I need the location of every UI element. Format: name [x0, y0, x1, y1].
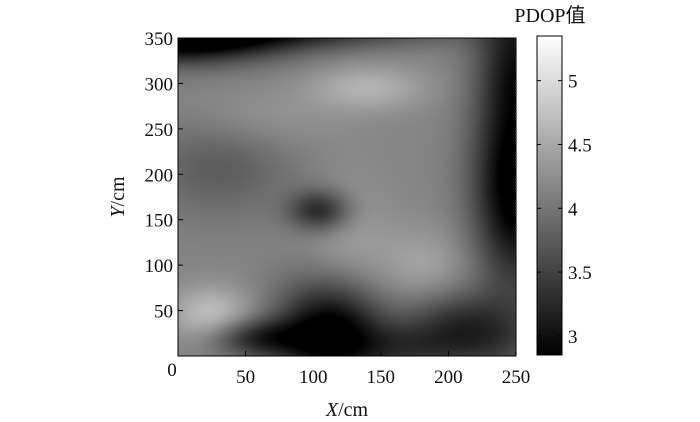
- y-tick-label: 200: [145, 165, 174, 186]
- y-axis-label: Y/cm: [107, 176, 129, 218]
- colorbar-ticks: 3 3.5 4 4.5 5: [537, 72, 592, 348]
- colorbar-title: PDOP值: [514, 4, 585, 27]
- x-tick-label: 150: [367, 367, 396, 388]
- colorbar-tick-label: 4.5: [568, 135, 592, 156]
- y-tick-label: 100: [145, 256, 174, 277]
- x-tick-label: 200: [434, 367, 463, 388]
- colorbar-tick-label: 5: [568, 72, 578, 93]
- y-axis-ticks: 50 100 150 200 250 300 350: [145, 29, 183, 323]
- y-tick-label: 250: [145, 120, 174, 141]
- x-axis-label: X/cm: [325, 399, 369, 421]
- heatmap-image: [178, 38, 516, 356]
- y-tick-label: 300: [145, 74, 174, 95]
- plot-area: [177, 37, 517, 357]
- colorbar-tick-label: 4: [568, 199, 578, 220]
- colorbar: PDOP值 3 3.5 4 4.5 5: [514, 4, 592, 356]
- colorbar-gradient: [536, 35, 563, 356]
- colorbar-tick-label: 3.5: [568, 263, 592, 284]
- y-tick-label: 150: [145, 211, 174, 232]
- x-tick-label: 50: [236, 367, 255, 388]
- colorbar-tick-label: 3: [568, 327, 578, 348]
- y-tick-label: 50: [154, 302, 173, 323]
- x-tick-label: 100: [299, 367, 328, 388]
- x-axis-ticks: 50 100 150 200 250: [236, 351, 530, 388]
- y-tick-label: 350: [145, 29, 174, 50]
- origin-tick-label: 0: [167, 360, 177, 381]
- x-tick-label: 250: [502, 367, 531, 388]
